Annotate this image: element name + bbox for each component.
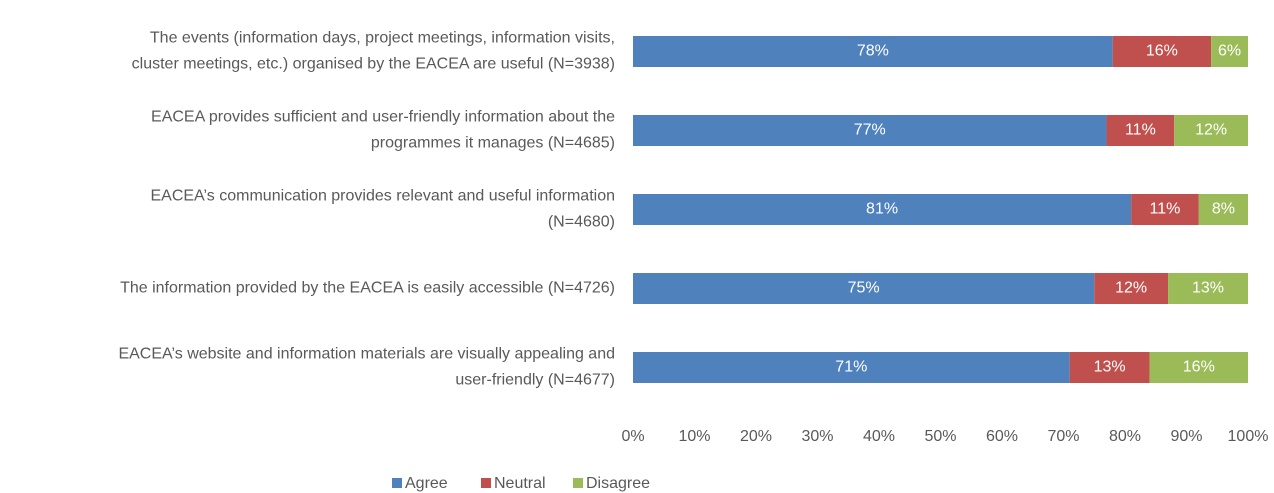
category-label: EACEA provides sufficient and user-frien…	[151, 109, 615, 152]
data-label: 6%	[1218, 43, 1241, 60]
bar-segment	[633, 273, 1095, 304]
bar-segment	[1149, 352, 1248, 383]
x-tick-label: 20%	[740, 428, 772, 445]
category-label: The information provided by the EACEA is…	[120, 280, 615, 297]
x-tick-label: 90%	[1170, 428, 1202, 445]
bar-segment	[1106, 115, 1175, 146]
bar-segment	[633, 194, 1132, 225]
legend-label: Agree	[405, 475, 448, 492]
data-label: 75%	[848, 280, 880, 297]
legend-label: Neutral	[494, 475, 546, 492]
bar-segment	[633, 115, 1107, 146]
x-tick-label: 50%	[924, 428, 956, 445]
data-label: 71%	[835, 359, 867, 376]
bar-segment	[633, 36, 1113, 67]
x-tick-label: 0%	[621, 428, 644, 445]
data-label: 12%	[1195, 122, 1227, 139]
bar-segment	[1112, 36, 1212, 67]
bar-segment	[1198, 194, 1248, 225]
data-label: 11%	[1150, 201, 1181, 218]
legend-swatch	[392, 478, 402, 488]
legend-swatch	[481, 478, 491, 488]
bar-segment	[1094, 273, 1169, 304]
data-label: 81%	[866, 201, 898, 218]
legend-swatch	[573, 478, 583, 488]
x-tick-label: 100%	[1228, 428, 1269, 445]
category-label: EACEA’s website and information material…	[118, 346, 615, 389]
x-tick-label: 10%	[678, 428, 710, 445]
data-label: 13%	[1192, 280, 1224, 297]
bar-segment	[633, 352, 1070, 383]
bar-segment	[1211, 36, 1248, 67]
data-label: 16%	[1146, 43, 1178, 60]
x-tick-label: 80%	[1109, 428, 1141, 445]
bar-segment	[1174, 115, 1248, 146]
data-label: 8%	[1212, 201, 1235, 218]
bar-segment	[1069, 352, 1150, 383]
x-tick-label: 40%	[863, 428, 895, 445]
data-label: 16%	[1183, 359, 1215, 376]
category-label: EACEA’s communication provides relevant …	[150, 188, 615, 231]
x-tick-label: 60%	[986, 428, 1018, 445]
x-tick-label: 30%	[801, 428, 833, 445]
bar-segment	[1131, 194, 1199, 225]
data-label: 78%	[857, 43, 889, 60]
category-label: The events (information days, project me…	[132, 30, 615, 73]
data-label: 13%	[1094, 359, 1126, 376]
bar-segment	[1168, 273, 1248, 304]
data-label: 77%	[854, 122, 886, 139]
legend-label: Disagree	[586, 475, 650, 492]
data-label: 11%	[1125, 122, 1156, 139]
data-label: 12%	[1115, 280, 1147, 297]
x-tick-label: 70%	[1047, 428, 1079, 445]
